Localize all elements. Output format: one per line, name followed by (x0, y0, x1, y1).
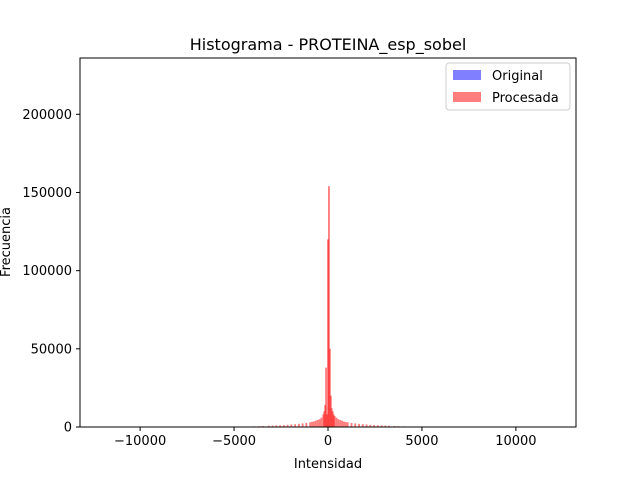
x-tick-label: 0 (324, 434, 332, 449)
histogram-bar-procesada-19 (314, 420, 317, 427)
x-tick-label: −5000 (212, 434, 256, 449)
histogram-bar-procesada-22 (320, 417, 323, 427)
histogram-bar-procesada-13 (297, 423, 300, 427)
y-tick-label: 200000 (22, 108, 72, 123)
y-tick-label: 100000 (22, 264, 72, 279)
histogram-bar-procesada-26 (325, 367, 328, 427)
histogram-bar-procesada-20 (316, 419, 319, 427)
histogram-bar-procesada-5 (267, 425, 270, 427)
histogram-bar-procesada-53 (388, 425, 390, 427)
legend-label-original: Original (492, 69, 543, 84)
histogram-bar-procesada-10 (286, 424, 289, 427)
legend-label-procesada: Procesada (492, 91, 559, 106)
histogram-bar-procesada-45 (358, 423, 360, 427)
y-axis-ticks: 0 50000 100000 150000 200000 (22, 108, 80, 436)
histogram-bar-procesada-44 (354, 423, 357, 427)
histogram-bar-procesada-48 (369, 424, 372, 427)
histogram-bar-procesada-14 (301, 423, 304, 427)
histogram-bar-procesada-52 (384, 425, 387, 427)
histogram-bar-procesada-49 (373, 425, 375, 427)
legend-swatch-original (453, 70, 481, 80)
histogram-bar-procesada-7 (275, 425, 278, 427)
histogram-bar-procesada-51 (380, 425, 383, 427)
histogram-bar-procesada-16 (309, 422, 312, 427)
x-tick-label: −10000 (114, 434, 166, 449)
histogram-bar-procesada-40 (343, 421, 345, 427)
histogram-bar-procesada-47 (365, 424, 368, 427)
x-tick-label: 5000 (405, 434, 438, 449)
histogram-bars (243, 186, 415, 427)
histogram-bar-procesada-36 (335, 417, 338, 427)
x-axis-ticks: −10000 −5000 0 5000 10000 (114, 427, 537, 449)
y-axis-label: Frecuencia (0, 207, 14, 277)
histogram-bar-procesada-6 (271, 425, 274, 427)
histogram-bar-procesada-43 (350, 422, 353, 427)
histogram-bar-procesada-38 (339, 419, 342, 427)
histogram-bar-procesada-41 (344, 422, 347, 427)
y-tick-label: 150000 (22, 186, 72, 201)
x-axis-label: Intensidad (294, 457, 362, 472)
histogram-bar-procesada-21 (318, 419, 321, 427)
histogram-bar-procesada-18 (312, 421, 315, 427)
y-tick-label: 0 (64, 421, 72, 436)
histogram-bar-procesada-30 (328, 348, 331, 427)
histogram-bar-procesada-50 (376, 425, 379, 427)
legend: Original Procesada (445, 62, 571, 111)
histogram-bar-procesada-39 (341, 420, 344, 427)
histogram-bar-procesada-29 (328, 186, 330, 427)
histogram-bar-procesada-46 (361, 424, 364, 427)
legend-swatch-procesada (453, 92, 481, 102)
histogram-bar-procesada-11 (290, 424, 293, 427)
histogram-bar-procesada-8 (279, 425, 282, 427)
histogram-bar-procesada-12 (294, 424, 297, 427)
histogram-bar-procesada-17 (311, 421, 313, 427)
chart-title: Histograma - PROTEINA_esp_sobel (190, 35, 467, 55)
histogram-bar-procesada-15 (305, 422, 308, 427)
y-tick-label: 50000 (31, 342, 72, 357)
histogram-bar-procesada-37 (337, 419, 340, 427)
x-tick-label: 10000 (495, 434, 536, 449)
histogram-bar-procesada-35 (333, 416, 336, 427)
histogram-bar-procesada-42 (346, 422, 349, 427)
histogram-bar-procesada-9 (282, 425, 285, 427)
